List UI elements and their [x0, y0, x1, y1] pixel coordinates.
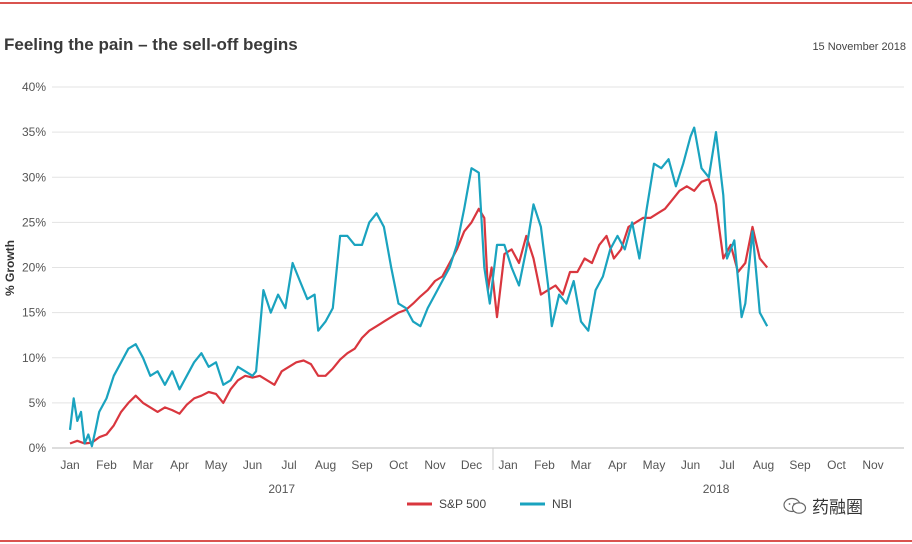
y-tick-label: 0% [29, 441, 47, 455]
wechat-icon [783, 497, 807, 514]
x-tick-label: Sep [789, 458, 811, 472]
top-rule [0, 2, 912, 4]
x-tick-label: Feb [96, 458, 117, 472]
x-tick-label: May [643, 458, 666, 472]
x-tick-label: Feb [534, 458, 555, 472]
series-line-nbi [68, 126, 769, 448]
y-tick-label: 40% [22, 80, 46, 94]
legend-label: S&P 500 [439, 497, 486, 511]
x-tick-label: May [205, 458, 228, 472]
legend-label: NBI [552, 497, 572, 511]
x-tick-label: Nov [862, 458, 883, 472]
x-tick-label: Mar [571, 458, 592, 472]
watermark-text: 药融圈 [812, 498, 863, 517]
bottom-rule [0, 540, 912, 542]
y-tick-label: 10% [22, 351, 46, 365]
legend: S&P 500 NBI [407, 497, 572, 511]
x-tick-label: Jul [281, 458, 296, 472]
x-tick-label: Jan [498, 458, 517, 472]
x-tick-label: Jun [681, 458, 700, 472]
y-tick-label: 20% [22, 261, 46, 275]
series-lines [68, 126, 769, 448]
x-tick-label: Jan [60, 458, 79, 472]
x-tick-label: Apr [170, 458, 189, 472]
x-tick-label: Aug [753, 458, 774, 472]
y-tick-label: 5% [29, 396, 47, 410]
y-axis-ticks: 0% 5% 10% 15% 20% 25% 30% 35% 40% [22, 80, 46, 455]
x-tick-label: Oct [389, 458, 408, 472]
chart-title: Feeling the pain – the sell-off begins [4, 35, 298, 54]
year-label: 2017 [268, 482, 295, 496]
x-tick-label: Apr [608, 458, 627, 472]
chart-date: 15 November 2018 [812, 41, 906, 53]
y-tick-label: 15% [22, 306, 46, 320]
x-tick-label: Oct [827, 458, 846, 472]
series-line-sp500 [69, 178, 769, 445]
y-tick-label: 35% [22, 125, 46, 139]
x-tick-label: Jul [719, 458, 734, 472]
gridlines [52, 86, 904, 404]
y-tick-label: 30% [22, 170, 46, 184]
year-label: 2018 [703, 482, 730, 496]
x-tick-label: Aug [315, 458, 336, 472]
y-axis-label: % Growth [3, 240, 17, 296]
x-axis-ticks: Jan Feb Mar Apr May Jun Jul Aug Sep Oct Nov Dec Jan F… [60, 458, 883, 472]
x-tick-label: Nov [424, 458, 445, 472]
x-tick-label: Sep [351, 458, 373, 472]
year-labels: 2017 2018 [268, 482, 729, 496]
y-tick-label: 25% [22, 215, 46, 229]
x-tick-label: Dec [461, 458, 482, 472]
x-tick-label: Mar [133, 458, 154, 472]
x-tick-label: Jun [243, 458, 262, 472]
